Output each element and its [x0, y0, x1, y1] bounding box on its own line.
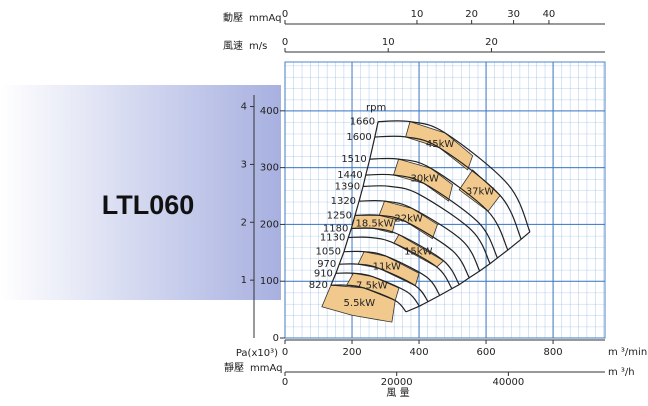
rpm-label: 820: [309, 280, 328, 291]
power-label: 22kW: [394, 213, 423, 224]
rpm-curve: [365, 173, 498, 259]
rpm-curve: [369, 157, 509, 251]
power-label: 37kW: [466, 187, 495, 198]
rpm-label: 1440: [337, 170, 362, 181]
rpm-curve: [378, 120, 531, 233]
x-tick-label: 800: [544, 347, 563, 358]
top-tick-label: 10: [411, 9, 424, 20]
rpm-label: 910: [314, 268, 333, 279]
x-tick-label: 0: [282, 377, 288, 388]
x-axis-title: 風 量: [386, 387, 409, 399]
y-axis-title: Pa(x10³): [236, 348, 278, 359]
top-tick-label: 10: [382, 37, 395, 48]
x-tick-label: 200: [342, 347, 361, 358]
power-label: 18.5kW: [356, 218, 394, 229]
rpm-curve: [359, 199, 481, 272]
rpm-label: 1600: [346, 132, 371, 143]
rpm-label: 1660: [350, 117, 375, 128]
rpm-label: 1320: [331, 196, 356, 207]
y-tick-label: 200: [260, 219, 279, 230]
rpm-label: 1180: [323, 223, 348, 234]
top-axis-title: 動壓: [223, 11, 243, 24]
y-tick-label: 300: [260, 163, 279, 174]
y-tick-label: 4: [241, 102, 247, 113]
rpm-curve: [351, 227, 460, 285]
top-tick-label: 20: [465, 9, 478, 20]
x-axis-unit: m ³/min: [608, 347, 647, 358]
rpm-curve: [335, 272, 420, 307]
x-axis-unit: m ³/h: [608, 367, 635, 378]
x-tick-label: 600: [477, 347, 496, 358]
top-tick-label: 0: [282, 9, 288, 20]
top-tick-label: 0: [282, 37, 288, 48]
rpm-curve: [363, 185, 491, 264]
top-tick-label: 40: [543, 9, 556, 20]
x-tick-label: 20000: [381, 377, 413, 388]
rpm-curve: [374, 135, 522, 240]
y-axis-title: 靜壓: [224, 361, 244, 374]
model-name: LTL060: [102, 190, 195, 220]
x-tick-label: 400: [409, 347, 428, 358]
top-axis-title: 風速: [223, 40, 243, 52]
rpm-label: 1050: [316, 247, 341, 258]
power-label: 5.5kW: [344, 298, 376, 309]
rpm-label: 970: [317, 259, 336, 270]
y-tick-label: 0: [273, 333, 279, 344]
rpm-label: 1510: [341, 154, 366, 165]
y-tick-label: 100: [260, 276, 279, 287]
power-label: 11kW: [373, 262, 402, 273]
x-tick-label: 40000: [492, 377, 524, 388]
rpm-curve: [330, 284, 407, 313]
brand-panel: [0, 85, 281, 300]
power-label: 7.5kW: [356, 280, 388, 291]
envelope: [330, 121, 379, 286]
x-tick-label: 0: [282, 347, 288, 358]
rpm-label: 1250: [327, 210, 352, 221]
top-axis-unit: m/s: [249, 41, 267, 52]
envelope: [405, 231, 531, 313]
speed-unit: rpm: [366, 103, 386, 114]
top-axis-unit: mmAq: [249, 13, 282, 24]
power-label: 45kW: [426, 139, 455, 150]
y-tick-label: 400: [260, 106, 279, 117]
y-tick-label: 3: [241, 159, 247, 170]
rpm-curve: [348, 236, 453, 289]
top-tick-label: 20: [485, 37, 498, 48]
y-axis-unit: mmAq: [250, 363, 283, 374]
rpm-curve: [355, 214, 470, 279]
y-tick-label: 2: [241, 217, 247, 228]
power-label: 15kW: [404, 246, 433, 257]
power-label: 30kW: [410, 174, 439, 185]
rpm-label: 1130: [320, 232, 345, 243]
rpm-curve: [343, 250, 441, 296]
top-tick-label: 30: [507, 9, 520, 20]
rpm-label: 1390: [335, 181, 360, 192]
y-tick-label: 1: [241, 275, 247, 286]
rpm-curve: [339, 263, 429, 303]
